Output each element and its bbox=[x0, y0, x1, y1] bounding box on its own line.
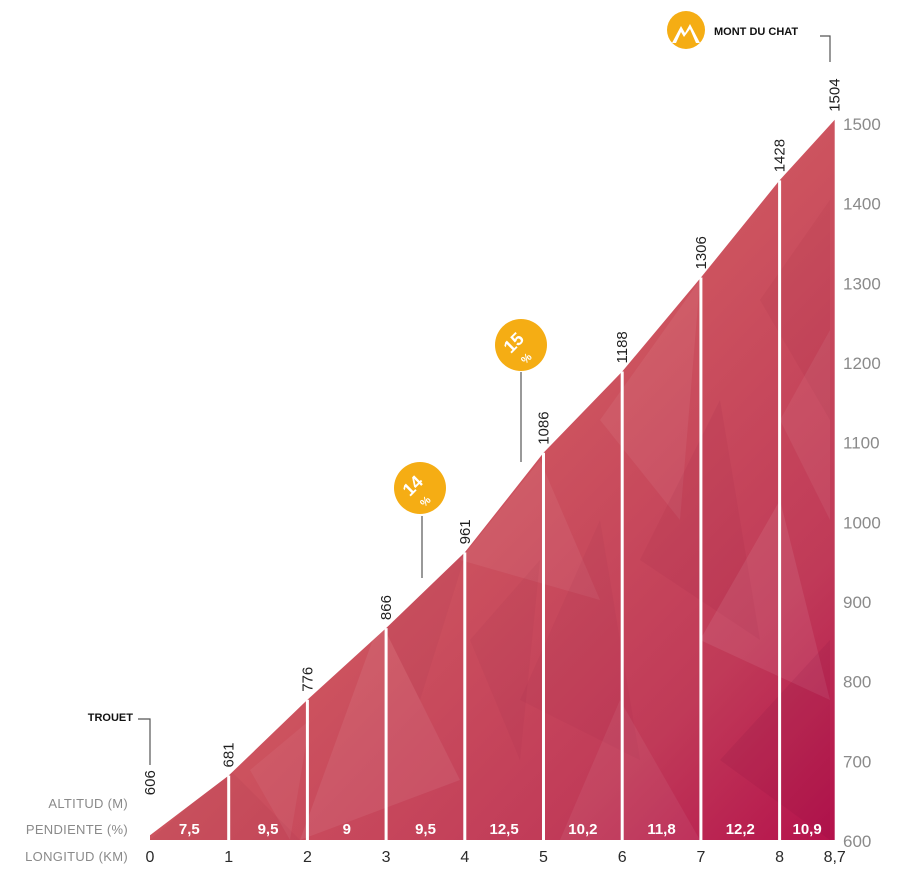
x-tick-label: 8 bbox=[775, 849, 784, 866]
summit-marker: MONT DU CHAT bbox=[667, 11, 831, 62]
profile-area bbox=[150, 119, 835, 841]
row-label-altitude: ALTITUD (M) bbox=[48, 796, 128, 811]
x-tick-label: 1 bbox=[224, 849, 233, 866]
altitude-label: 776 bbox=[299, 667, 316, 692]
altitude-label: 1188 bbox=[614, 331, 631, 363]
summit-label: MONT DU CHAT bbox=[714, 26, 798, 38]
altitude-label: 866 bbox=[378, 595, 395, 620]
texture-facet bbox=[520, 520, 640, 760]
badge-circle bbox=[495, 319, 547, 371]
y-tick-label: 1100 bbox=[843, 434, 880, 453]
gradient-label: 7,5 bbox=[179, 821, 200, 838]
max-gradient-badges: 14% 15% bbox=[394, 319, 547, 578]
x-tick-label: 2 bbox=[303, 849, 312, 866]
texture-facet bbox=[700, 500, 830, 700]
altitude-label: 681 bbox=[221, 742, 238, 767]
y-axis-ticks: 1500 1400 1300 1200 1100 1000 900 800 700 600 bbox=[843, 115, 881, 851]
start-label: TROUET bbox=[88, 712, 134, 724]
y-tick-label: 700 bbox=[843, 752, 871, 771]
gradient-label: 12,2 bbox=[726, 821, 755, 838]
row-label-distance: LONGITUD (KM) bbox=[25, 849, 128, 864]
y-tick-label: 900 bbox=[843, 593, 871, 612]
badge-circle bbox=[394, 462, 446, 514]
gradient-label: 10,9 bbox=[792, 821, 821, 838]
altitude-labels: 606 681 776 866 961 1086 1188 1306 1428 1504 bbox=[142, 78, 844, 795]
y-tick-label: 800 bbox=[843, 673, 871, 692]
gradient-label: 12,5 bbox=[489, 821, 518, 838]
texture-facet bbox=[780, 330, 830, 520]
gradient-label: 9,5 bbox=[415, 821, 436, 838]
x-tick-label: 8,7 bbox=[824, 849, 846, 866]
texture-facet bbox=[560, 700, 700, 840]
x-tick-label: 0 bbox=[146, 849, 155, 866]
y-tick-label: 1200 bbox=[843, 354, 881, 373]
x-tick-label: 7 bbox=[696, 849, 705, 866]
texture-facet bbox=[720, 640, 830, 840]
x-tick-label: 4 bbox=[460, 849, 469, 866]
max-gradient-badge: 15% bbox=[495, 319, 547, 462]
texture-facet bbox=[460, 460, 600, 600]
texture-facet bbox=[250, 720, 310, 840]
altitude-label: 1504 bbox=[827, 78, 844, 111]
altitude-label: 961 bbox=[457, 519, 474, 544]
gradient-label: 9,5 bbox=[258, 821, 279, 838]
altitude-label: 1086 bbox=[536, 411, 553, 444]
x-tick-label: 5 bbox=[539, 849, 548, 866]
altitude-label: 606 bbox=[142, 770, 159, 795]
gradient-label: 10,2 bbox=[568, 821, 597, 838]
texture-facet bbox=[760, 200, 830, 420]
x-tick-label: 6 bbox=[618, 849, 627, 866]
row-labels: ALTITUD (M) PENDIENTE (%) LONGITUD (KM) bbox=[25, 796, 128, 864]
texture-facet bbox=[600, 280, 700, 520]
gradient-label: 11,8 bbox=[647, 821, 675, 838]
profile-texture bbox=[150, 200, 830, 840]
max-gradient-badge: 14% bbox=[394, 462, 446, 578]
x-tick-label: 3 bbox=[382, 849, 391, 866]
altitude-label: 1428 bbox=[772, 139, 789, 172]
y-tick-label: 1300 bbox=[843, 274, 881, 293]
start-marker: TROUET bbox=[88, 712, 151, 765]
mountain-icon bbox=[667, 11, 705, 49]
y-tick-label: 600 bbox=[843, 832, 871, 851]
gradient-labels: 7,5 9,5 9 9,5 12,5 10,2 11,8 12,2 10,9 bbox=[179, 821, 822, 838]
y-tick-label: 1400 bbox=[843, 195, 881, 214]
x-axis-ticks: 0 1 2 3 4 5 6 7 8 8,7 bbox=[146, 849, 846, 866]
gradient-label: 9 bbox=[343, 821, 351, 838]
row-label-gradient: PENDIENTE (%) bbox=[26, 822, 128, 837]
texture-facet bbox=[150, 770, 300, 840]
y-tick-label: 1500 bbox=[843, 115, 881, 134]
km-dividers bbox=[227, 180, 782, 840]
y-tick-label: 1000 bbox=[843, 513, 881, 532]
altitude-label: 1306 bbox=[693, 236, 710, 269]
texture-facet bbox=[470, 560, 540, 760]
texture-facet bbox=[380, 540, 470, 700]
texture-facet bbox=[300, 620, 460, 840]
